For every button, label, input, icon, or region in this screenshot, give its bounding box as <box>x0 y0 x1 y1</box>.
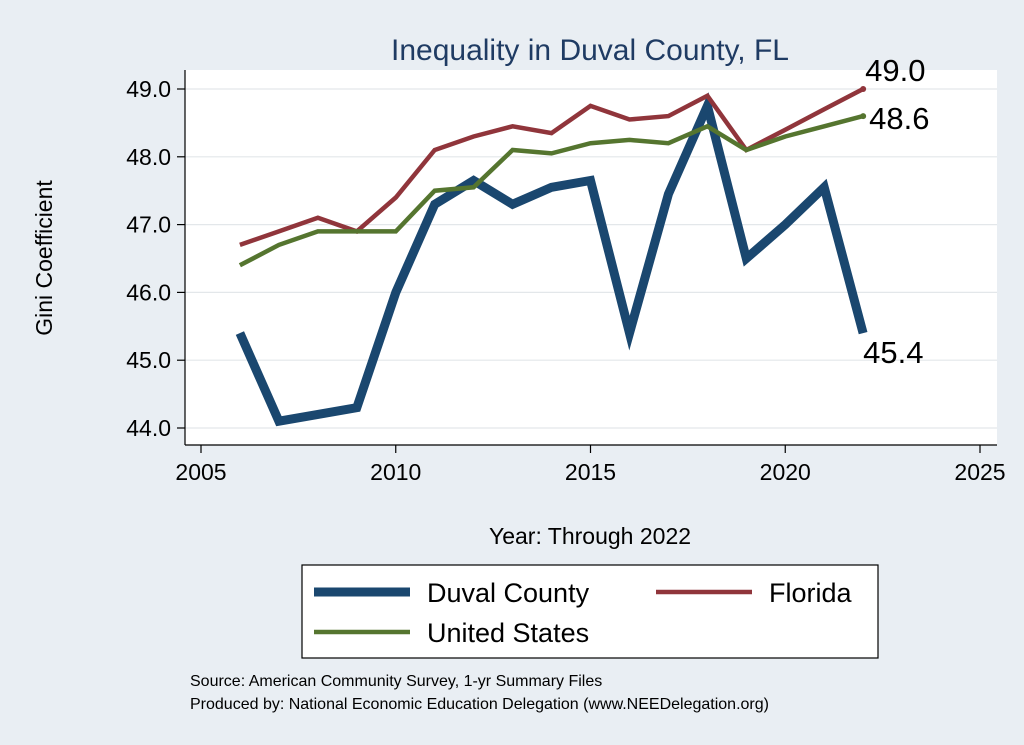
x-axis-label: Year: Through 2022 <box>489 523 691 549</box>
x-tick-label: 2020 <box>760 459 811 485</box>
series-layer <box>235 86 868 427</box>
series-end-point <box>860 86 867 92</box>
legend-label: Duval County <box>427 578 590 608</box>
x-tick-label: 2010 <box>370 459 421 485</box>
y-tick-label: 44.0 <box>126 415 171 441</box>
x-tick-label: 2025 <box>954 459 1005 485</box>
legend-box <box>301 564 879 659</box>
axes: 44.0 45.0 46.0 47.0 48.0 49.0 2005 2010 2015 2020… <box>126 70 1006 485</box>
end-label-florida: 49.0 <box>865 53 925 88</box>
end-label-duval-county: 45.4 <box>863 335 923 370</box>
series-end-point <box>860 113 867 120</box>
y-tick-label: 49.0 <box>126 76 171 102</box>
x-tick-label: 2005 <box>175 459 226 485</box>
legend-label: Florida <box>769 578 853 608</box>
series-line-duval-county <box>235 92 868 427</box>
chart-title: Inequality in Duval County, FL <box>391 34 789 67</box>
end-labels: 45.4 49.0 48.6 <box>863 53 929 370</box>
source-line-1: Source: American Community Survey, 1-yr … <box>190 673 602 690</box>
y-tick-label: 46.0 <box>126 279 171 305</box>
y-tick-label: 48.0 <box>126 144 171 170</box>
legend-label: United States <box>427 618 589 648</box>
legend: Duval County Florida United States <box>301 564 879 659</box>
plot-area <box>185 70 997 445</box>
x-tick-label: 2015 <box>565 459 616 485</box>
series-line-united-states <box>238 113 864 268</box>
y-tick-label: 45.0 <box>126 347 171 373</box>
y-tick-label: 47.0 <box>126 212 171 238</box>
y-axis-label: Gini Coefficient <box>31 180 57 336</box>
source-line-2: Produced by: National Economic Education… <box>190 696 769 713</box>
end-label-united-states: 48.6 <box>869 101 929 136</box>
